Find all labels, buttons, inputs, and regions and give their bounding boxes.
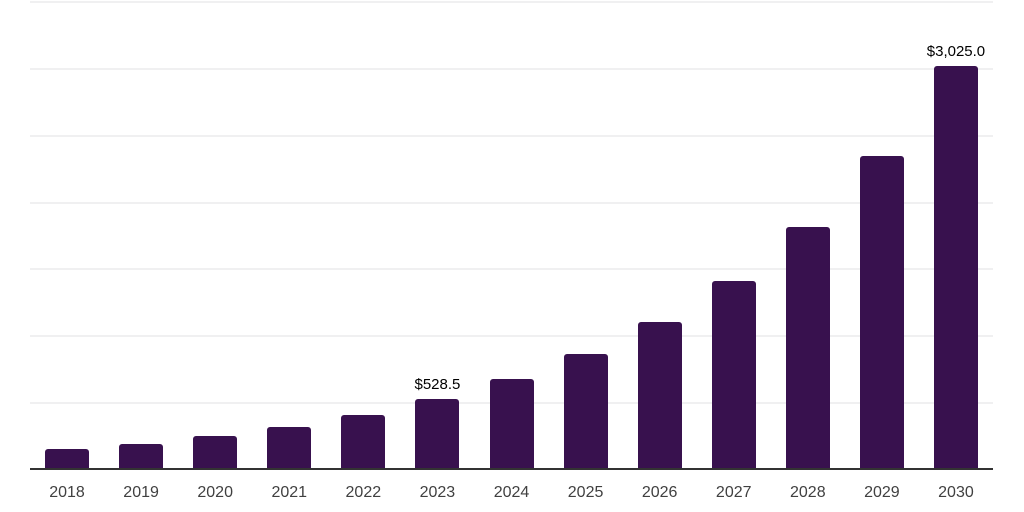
bar-2025 (563, 354, 608, 470)
x-axis-line (30, 468, 993, 470)
x-tick-label: 2030 (938, 484, 974, 501)
plot-area: $528.5 $3,025.0 (30, 1, 993, 470)
x-tick-label: 2028 (790, 484, 826, 501)
x-tick-label: 2023 (419, 484, 456, 501)
x-tick-label: 2025 (567, 484, 604, 501)
bar-2022 (341, 414, 386, 470)
x-tick-label: 2019 (123, 484, 159, 501)
x-tick-label: 2022 (345, 484, 382, 501)
bar-2029 (859, 156, 904, 470)
data-label: $3,025.0 (926, 42, 986, 60)
bar-2020 (193, 435, 238, 470)
gridline (30, 1, 993, 3)
x-tick-label: 2020 (197, 484, 233, 501)
x-tick-label: 2018 (49, 484, 85, 501)
bar-2018 (45, 448, 90, 470)
gridline (30, 201, 993, 204)
bar-2024 (489, 379, 534, 470)
bar-2028 (785, 226, 830, 470)
gridline (30, 67, 993, 70)
x-tick-label: 2024 (493, 484, 530, 501)
bar-2019 (119, 443, 164, 470)
x-tick-label: 2029 (864, 484, 900, 501)
bar-2023 (415, 399, 460, 470)
bar-2026 (637, 322, 682, 470)
x-axis-labels: 2018 2019 2020 2021 2022 2023 2024 2025 2026 2027… (30, 482, 993, 508)
x-tick-label: 2026 (641, 484, 678, 501)
bar-2030 (933, 65, 978, 470)
gridline (30, 268, 993, 271)
data-label: $528.5 (414, 376, 461, 394)
x-tick-label: 2021 (271, 484, 308, 501)
bar-2021 (267, 426, 312, 470)
gridline (30, 134, 993, 137)
x-tick-label: 2027 (715, 484, 752, 501)
gridline (30, 335, 993, 338)
bar-2027 (711, 280, 756, 470)
